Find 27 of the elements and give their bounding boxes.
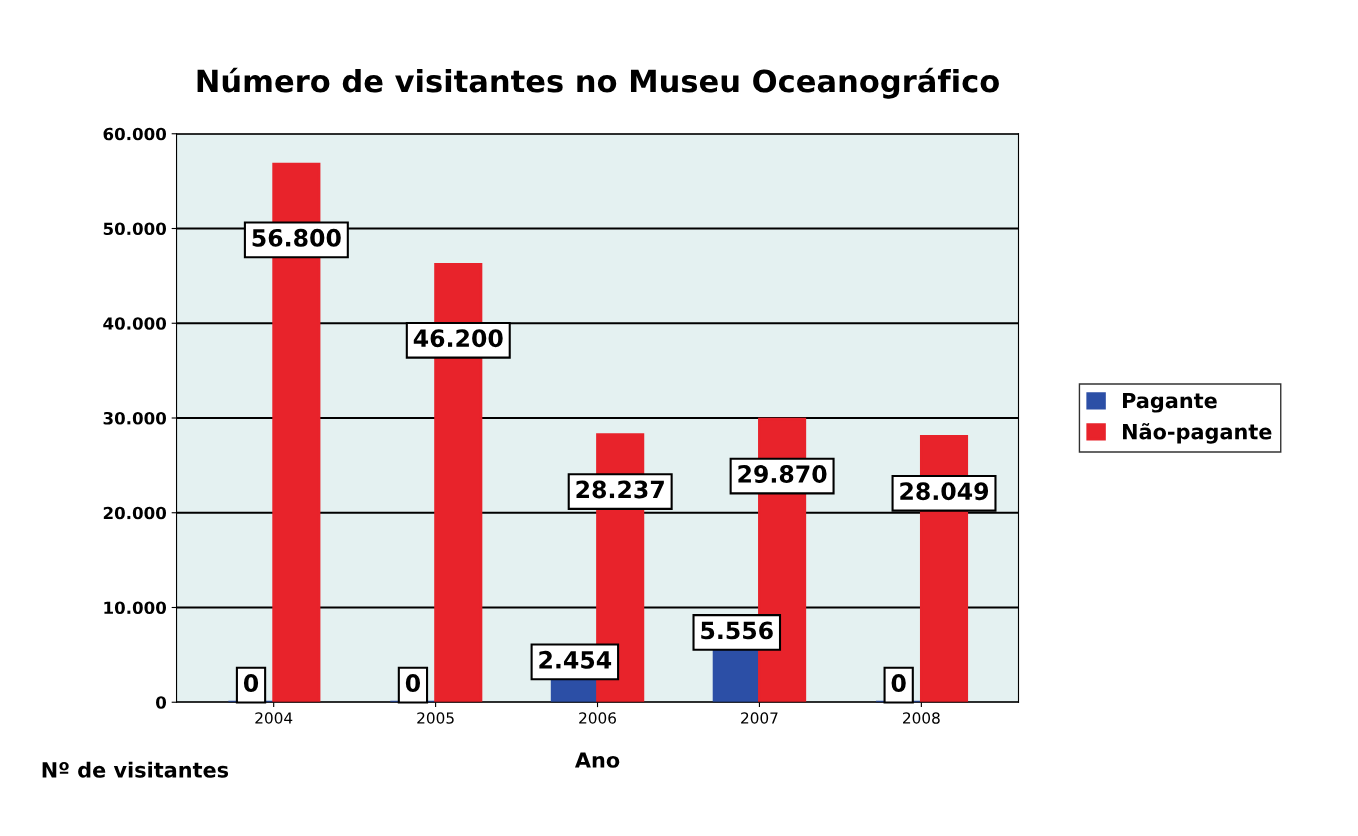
chart-title: Número de visitantes no Museu Oceanográfico	[197, 67, 999, 99]
data-label: 0	[243, 674, 259, 692]
x-axis-title: Ano	[574, 752, 620, 768]
legend-label: Pagante	[1123, 392, 1217, 413]
y-tick-label: 50.000	[103, 222, 167, 236]
data-label: 5.556	[701, 621, 773, 640]
x-tick-label: 2008	[903, 712, 940, 724]
x-tick-label: 2006	[579, 712, 616, 724]
y-tick-label: 0	[156, 696, 167, 709]
x-tick-label: 2005	[417, 712, 454, 724]
data-label: 28.049	[900, 482, 989, 501]
y-tick-label: 10.000	[104, 601, 167, 615]
data-label: 0	[405, 674, 421, 692]
y-tick-label: 20.000	[103, 506, 167, 520]
y-tick-label: 40.000	[103, 317, 167, 330]
data-label: 28.237	[576, 480, 664, 499]
y-tick-label: 30.000	[103, 411, 167, 425]
x-tick-label: 2004	[255, 712, 293, 724]
y-tick-label: 60.000	[103, 127, 167, 141]
data-label: 46.200	[413, 329, 503, 348]
data-label: 2.454	[539, 650, 612, 669]
y-axis-title: Nº de visitantes	[42, 761, 229, 778]
data-label: 0	[891, 674, 906, 692]
data-label: 56.800	[252, 228, 341, 247]
data-label: 29.870	[738, 465, 827, 483]
x-tick-label: 2007	[741, 712, 778, 724]
legend-label: Não-pagante	[1123, 423, 1272, 444]
